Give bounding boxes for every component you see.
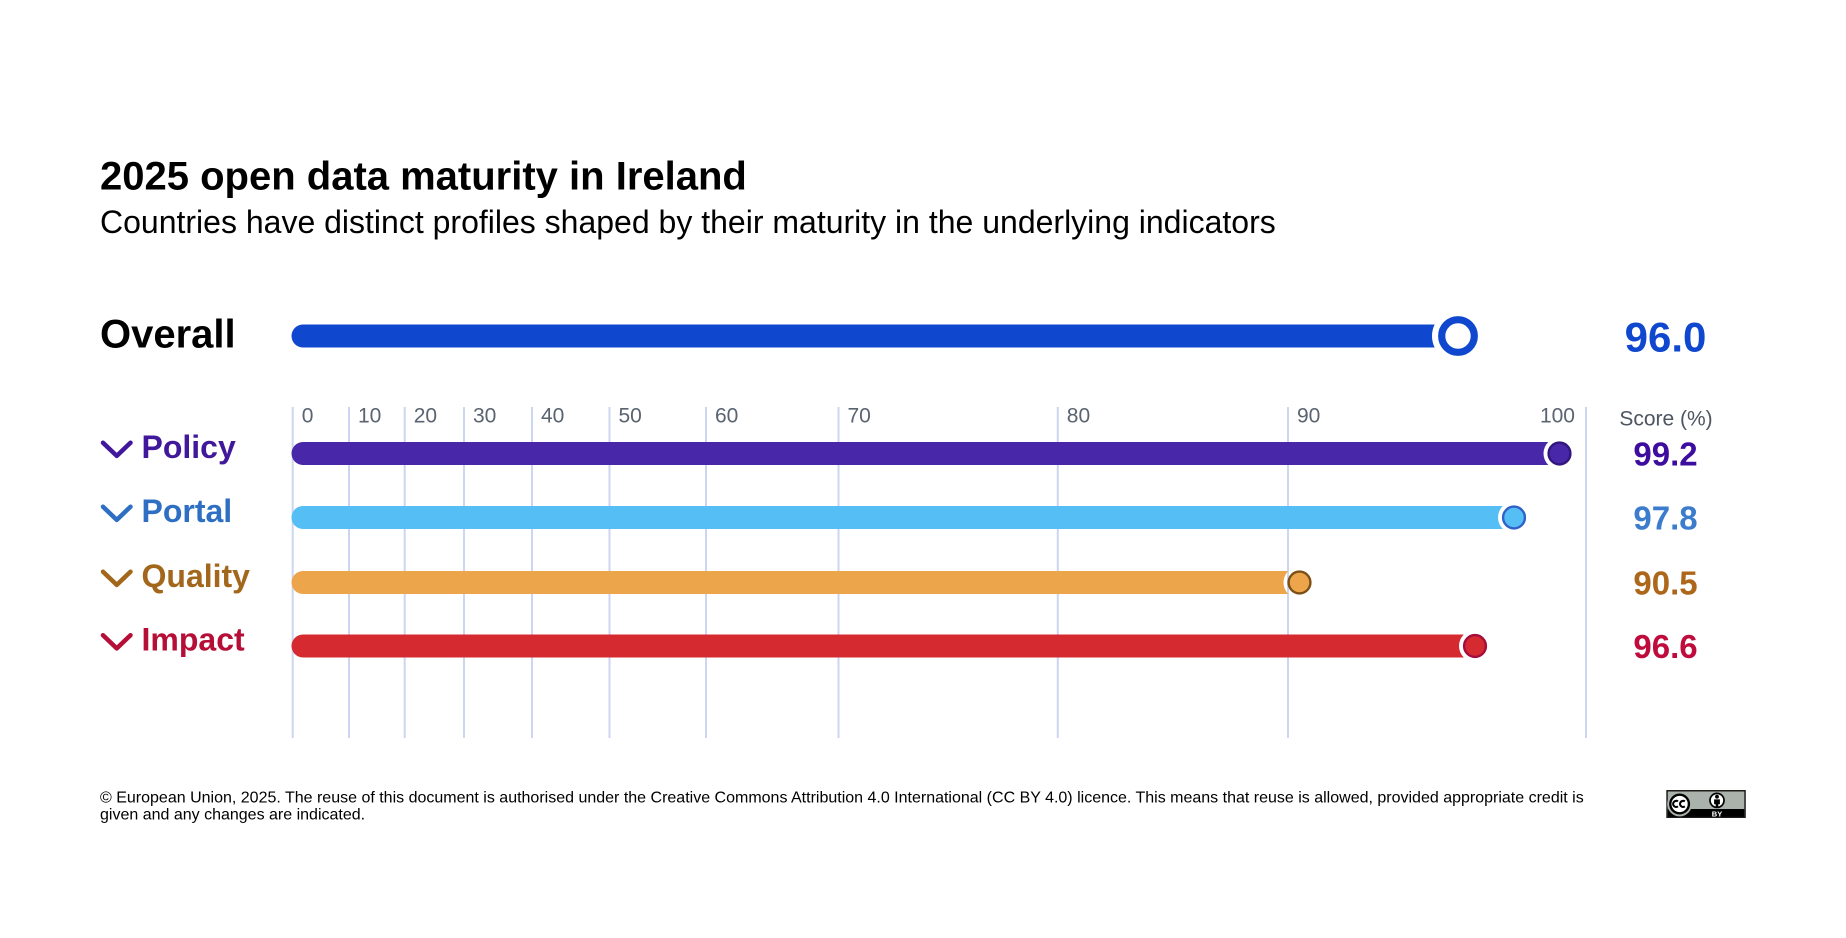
svg-text:40: 40 bbox=[541, 405, 564, 428]
svg-text:Quality: Quality bbox=[142, 558, 251, 594]
svg-text:Impact: Impact bbox=[142, 621, 245, 657]
svg-text:99.2: 99.2 bbox=[1633, 436, 1697, 473]
svg-text:given and any changes are indi: given and any changes are indicated. bbox=[100, 806, 365, 823]
svg-text:80: 80 bbox=[1067, 405, 1090, 428]
svg-text:90: 90 bbox=[1297, 405, 1320, 428]
svg-text:96.6: 96.6 bbox=[1633, 628, 1697, 665]
svg-text:Countries have distinct profil: Countries have distinct profiles shaped … bbox=[100, 204, 1276, 240]
svg-text:96.0: 96.0 bbox=[1625, 313, 1707, 360]
svg-text:50: 50 bbox=[619, 405, 642, 428]
svg-text:Policy: Policy bbox=[142, 429, 236, 465]
svg-text:Overall: Overall bbox=[100, 313, 236, 357]
svg-text:70: 70 bbox=[848, 405, 871, 428]
svg-text:0: 0 bbox=[302, 405, 314, 428]
svg-text:20: 20 bbox=[414, 405, 437, 428]
svg-text:2025 open data maturity in Ire: 2025 open data maturity in Ireland bbox=[100, 155, 747, 199]
svg-text:Score (%): Score (%) bbox=[1619, 408, 1712, 431]
svg-text:BY: BY bbox=[1712, 809, 1722, 818]
svg-text:97.8: 97.8 bbox=[1633, 500, 1697, 537]
svg-text:30: 30 bbox=[473, 405, 496, 428]
svg-text:90.5: 90.5 bbox=[1633, 565, 1697, 602]
svg-text:60: 60 bbox=[715, 405, 738, 428]
svg-text:10: 10 bbox=[358, 405, 381, 428]
svg-text:© European Union, 2025. The re: © European Union, 2025. The reuse of thi… bbox=[100, 789, 1584, 806]
svg-text:Portal: Portal bbox=[142, 493, 233, 529]
svg-text:100: 100 bbox=[1540, 405, 1575, 428]
